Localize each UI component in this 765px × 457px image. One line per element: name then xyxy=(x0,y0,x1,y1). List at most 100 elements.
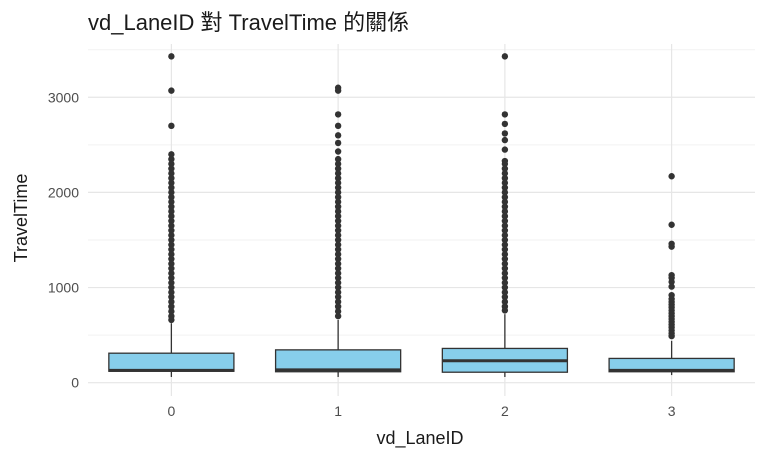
outlier-point xyxy=(501,174,509,182)
outlier-point xyxy=(168,184,175,191)
outlier-point xyxy=(168,274,175,282)
outlier-point xyxy=(168,193,175,201)
outlier-point xyxy=(334,203,342,210)
x-tick-label: 3 xyxy=(668,403,676,419)
outlier-point xyxy=(334,289,342,296)
outlier-point xyxy=(168,265,175,272)
outlier-point xyxy=(334,232,342,239)
outlier-point xyxy=(501,293,509,301)
outlier-point xyxy=(668,173,675,180)
outlier-point xyxy=(168,203,175,210)
outlier-point xyxy=(168,165,175,172)
outlier-point xyxy=(334,179,342,187)
outlier-point xyxy=(168,251,175,258)
y-tick-label: 2000 xyxy=(48,184,79,200)
outlier-point xyxy=(334,236,342,244)
outlier-point xyxy=(334,193,342,201)
outlier-point xyxy=(501,217,509,225)
outlier-point xyxy=(168,174,175,182)
outlier-point xyxy=(168,236,175,244)
outlier-point xyxy=(334,241,342,248)
y-axis-title: TravelTime xyxy=(11,174,31,263)
box-series xyxy=(108,53,735,377)
outlier-point xyxy=(334,260,342,267)
outlier-point xyxy=(334,308,342,315)
x-axis-title: vd_LaneID xyxy=(376,428,463,449)
outlier-point xyxy=(334,189,342,196)
x-tick-label: 0 xyxy=(167,403,175,419)
outlier-point xyxy=(501,111,509,118)
y-tick-label: 3000 xyxy=(48,89,79,105)
outlier-point xyxy=(334,165,342,172)
box-group xyxy=(441,53,569,377)
outlier-point xyxy=(168,217,175,225)
outlier-point xyxy=(168,246,175,253)
outlier-point xyxy=(501,265,509,272)
outlier-point xyxy=(668,221,675,228)
outlier-point xyxy=(334,293,342,301)
outlier-point xyxy=(501,198,509,206)
outlier-point xyxy=(334,279,342,286)
outlier-point xyxy=(334,122,342,130)
outlier-point xyxy=(501,260,509,267)
box-group xyxy=(108,53,235,377)
outlier-point xyxy=(334,160,342,168)
outlier-point xyxy=(334,208,342,215)
outlier-point xyxy=(168,284,175,291)
outlier-point xyxy=(334,170,342,177)
x-tick-label: 2 xyxy=(501,403,509,419)
outlier-point xyxy=(501,236,509,244)
outlier-point xyxy=(168,179,175,187)
outlier-point xyxy=(168,270,175,277)
outlier-point xyxy=(168,170,175,177)
outlier-point xyxy=(334,217,342,225)
outlier-point xyxy=(501,284,509,291)
outlier-point xyxy=(334,148,342,155)
outlier-point xyxy=(501,189,509,196)
outlier-point xyxy=(334,265,342,272)
outlier-point xyxy=(501,274,509,282)
outlier-point xyxy=(168,53,175,60)
outlier-point xyxy=(501,170,509,177)
outlier-point xyxy=(501,289,509,296)
outlier-point xyxy=(168,260,175,267)
outlier-point xyxy=(168,255,175,263)
outlier-point xyxy=(501,130,509,137)
outlier-point xyxy=(168,241,175,248)
outlier-point xyxy=(668,278,675,286)
outlier-point xyxy=(501,120,509,128)
outlier-point xyxy=(334,155,342,163)
outlier-point xyxy=(501,251,509,258)
outlier-point xyxy=(501,241,509,248)
outlier-point xyxy=(501,298,509,306)
outlier-point xyxy=(334,255,342,263)
outlier-point xyxy=(168,289,175,296)
outlier-point xyxy=(501,146,509,153)
outlier-point xyxy=(168,198,175,206)
plot-panel xyxy=(88,44,755,396)
outlier-point xyxy=(501,208,509,215)
outlier-point xyxy=(501,184,509,191)
outlier-point xyxy=(334,274,342,282)
box-iqr xyxy=(274,349,402,373)
outlier-point xyxy=(334,132,342,139)
box-group xyxy=(274,84,402,377)
outlier-point xyxy=(334,312,342,320)
outlier-point xyxy=(334,246,342,253)
outlier-point xyxy=(501,136,509,144)
outlier-point xyxy=(501,232,509,239)
outlier-point xyxy=(168,160,175,168)
outlier-point xyxy=(501,307,509,314)
outlier-point xyxy=(168,227,175,234)
outlier-point xyxy=(168,316,175,324)
outlier-point xyxy=(501,53,509,60)
x-axis-ticks: 0 1 2 3 xyxy=(167,403,675,419)
outlier-point xyxy=(501,227,509,234)
outlier-point xyxy=(168,222,175,229)
outlier-point xyxy=(668,243,675,250)
outlier-point xyxy=(501,160,509,168)
outlier-point xyxy=(168,189,175,196)
outlier-point xyxy=(501,179,509,187)
